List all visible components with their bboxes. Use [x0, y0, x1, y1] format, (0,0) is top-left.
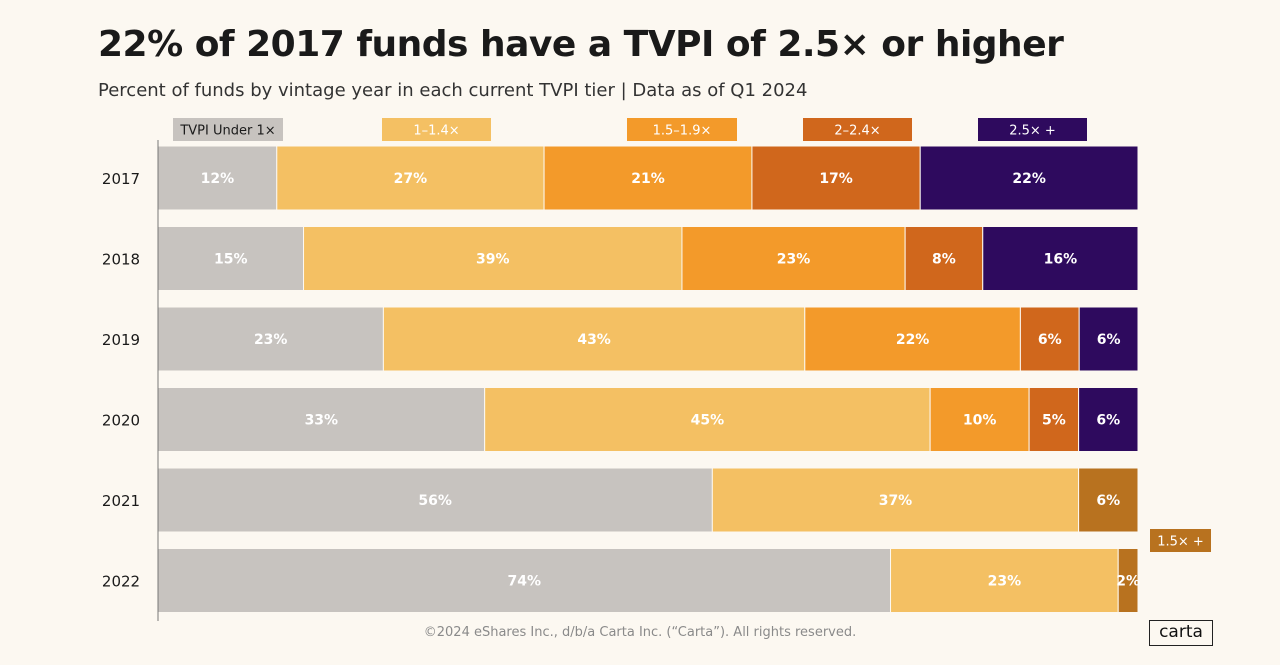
category-label-2017: 2017	[102, 170, 140, 188]
data-label-2020-1-1-4: 45%	[691, 413, 725, 429]
data-label-2020-1-5-1-9: 10%	[963, 413, 997, 429]
category-label-2019: 2019	[102, 331, 140, 349]
category-label-2018: 2018	[102, 251, 140, 269]
data-label-2018-1-1-4: 39%	[476, 252, 510, 268]
data-label-2017-2-2-4: 17%	[819, 171, 853, 187]
bar-2020-2-5	[1078, 387, 1139, 452]
data-label-2018-tvpi-under-1: 15%	[214, 252, 248, 268]
data-label-2017-tvpi-under-1: 12%	[201, 171, 235, 187]
data-label-2019-1-1-4: 43%	[577, 332, 611, 348]
bar-2018-1-5-1-9	[681, 226, 906, 291]
data-label-2020-2-5: 6%	[1096, 413, 1120, 429]
legend: TVPI Under 1× 1–1.4× 1.5–1.9× 2–2.4× 2.5× + 1…	[173, 118, 1211, 552]
bar-2017-1-1-4	[276, 145, 545, 211]
legend-label-2-5: 2.5× +	[1009, 124, 1056, 139]
data-label-2017-2-5: 22%	[1012, 171, 1046, 187]
bar-2018-tvpi-under-1	[157, 226, 305, 291]
bar-2018-2-2-4	[904, 226, 984, 291]
carta-logo: carta	[1149, 620, 1213, 646]
category-axis: 2017 2018 2019 2020 2021 2022	[102, 170, 140, 591]
data-label-2019-1-5-1-9: 22%	[896, 332, 930, 348]
bar-2022-1-1-4	[890, 548, 1119, 613]
bar-2017-1-5-1-9	[543, 145, 753, 211]
bar-2020-2-2-4	[1028, 387, 1080, 452]
data-label-2022-1-5: 2%	[1116, 574, 1140, 590]
bar-2018-1-1-4	[303, 226, 683, 291]
legend-swatch-2-5	[978, 118, 1087, 141]
bar-2018-2-5	[982, 226, 1139, 291]
legend-swatch-1-5	[1150, 529, 1211, 552]
data-label-2022-1-1-4: 23%	[988, 574, 1022, 590]
data-label-2020-2-2-4: 5%	[1042, 413, 1066, 429]
bar-2019-1-5-1-9	[804, 306, 1021, 372]
bar-2017-2-2-4	[751, 145, 921, 211]
legend-swatch-tvpi-under-1	[173, 118, 283, 141]
chart-title: 22% of 2017 funds have a TVPI of 2.5× or…	[98, 24, 1064, 65]
data-label-2018-2-2-4: 8%	[932, 252, 956, 268]
bar-2017-tvpi-under-1	[157, 145, 278, 211]
data-label-2017-1-1-4: 27%	[394, 171, 428, 187]
bar-2020-tvpi-under-1	[157, 387, 486, 452]
bar-2022-tvpi-under-1	[157, 548, 892, 613]
category-label-2022: 2022	[102, 573, 140, 591]
data-label-2019-2-5: 6%	[1097, 332, 1121, 348]
bar-2020-1-1-4	[484, 387, 931, 452]
legend-label-1-5: 1.5× +	[1157, 535, 1204, 550]
data-label-2020-tvpi-under-1: 33%	[305, 413, 339, 429]
data-label-2018-1-5-1-9: 23%	[777, 252, 811, 268]
bar-2019-2-2-4	[1019, 306, 1080, 372]
data-label-2018-2-5: 16%	[1044, 252, 1078, 268]
data-label-2021-tvpi-under-1: 56%	[418, 493, 452, 509]
bar-2021-1-5	[1078, 467, 1139, 533]
legend-label-1-1-4: 1–1.4×	[413, 124, 459, 139]
data-label-2021-1-1-4: 37%	[879, 493, 913, 509]
bar-area: 12% 27% 21% 17% 22% 15% 39% 23% 8% 16% 23% 43% 22% 6%…	[157, 145, 1140, 613]
bar-2019-1-1-4	[382, 306, 806, 372]
legend-label-2-2-4: 2–2.4×	[834, 124, 880, 139]
data-label-2019-2-2-4: 6%	[1038, 332, 1062, 348]
footer-copyright: ©2024 eShares Inc., d/b/a Carta Inc. (“C…	[423, 625, 857, 640]
legend-swatch-1-1-4	[382, 118, 491, 141]
bar-2020-1-5-1-9	[929, 387, 1030, 452]
category-label-2020: 2020	[102, 412, 140, 430]
bar-2022-1-5	[1117, 548, 1139, 613]
data-label-2017-1-5-1-9: 21%	[631, 171, 665, 187]
data-label-2021-1-5: 6%	[1096, 493, 1120, 509]
bar-2019-2-5	[1078, 306, 1139, 372]
legend-label-tvpi-under-1: TVPI Under 1×	[179, 124, 275, 139]
bar-2017-2-5	[919, 145, 1139, 211]
legend-label-1-5-1-9: 1.5–1.9×	[653, 124, 712, 139]
data-label-2019-tvpi-under-1: 23%	[254, 332, 288, 348]
data-label-2022-tvpi-under-1: 74%	[508, 574, 542, 590]
bar-2021-tvpi-under-1	[157, 467, 713, 533]
chart-subtitle: Percent of funds by vintage year in each…	[98, 80, 808, 101]
legend-swatch-1-5-1-9	[627, 118, 737, 141]
legend-swatch-2-2-4	[803, 118, 912, 141]
category-label-2021: 2021	[102, 492, 140, 510]
bar-2019-tvpi-under-1	[157, 306, 384, 372]
